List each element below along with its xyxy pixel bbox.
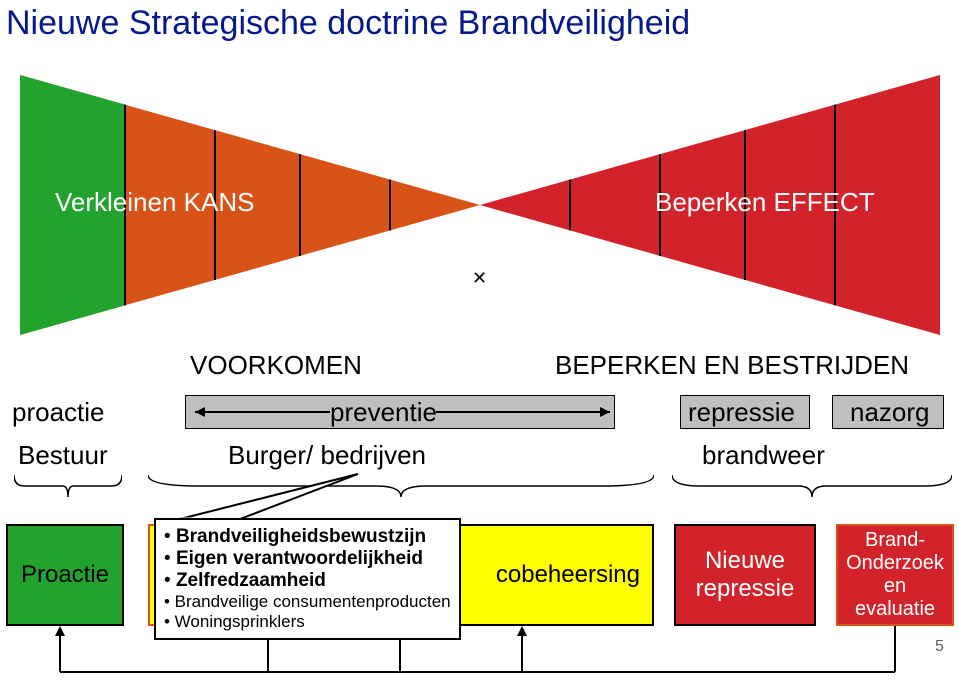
callout-pointer-icon bbox=[0, 0, 959, 691]
callout-item-bold-2: • Zelfredzaamheid bbox=[164, 570, 451, 592]
callout-item-1: • Woningsprinklers bbox=[164, 612, 451, 632]
callout-item-bold-0: • Brandveiligheidsbewustzijn bbox=[164, 526, 451, 548]
callout-item-0: • Brandveilige consumentenproducten bbox=[164, 592, 451, 612]
callout-list: • Brandveiligheidsbewustzijn• Eigen vera… bbox=[164, 526, 451, 632]
callout-item-bold-1: • Eigen verantwoordelijkheid bbox=[164, 548, 451, 570]
callout-brandveilig-leven: • Brandveiligheidsbewustzijn• Eigen vera… bbox=[154, 518, 461, 640]
